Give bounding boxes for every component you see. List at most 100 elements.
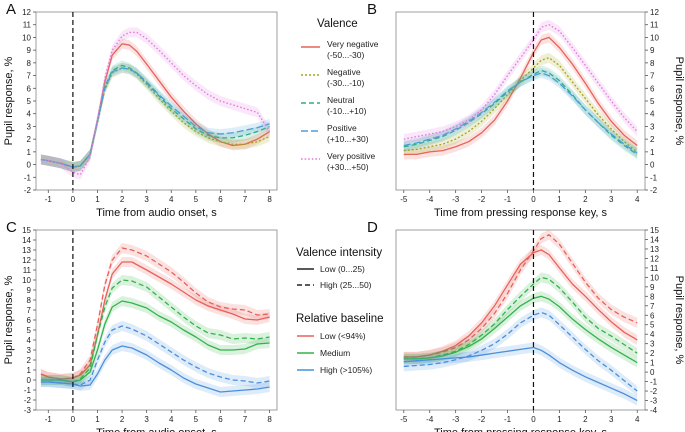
y-tick-label: -2	[24, 396, 32, 405]
legend-sublabel: (-10...+10)	[327, 106, 367, 116]
y-tick-label: 2	[27, 135, 32, 144]
y-tick-label: 8	[27, 296, 32, 305]
y-tick-label: 10	[650, 33, 659, 42]
x-tick-label: -1	[45, 195, 53, 204]
series-line	[403, 249, 638, 358]
series-line	[403, 234, 638, 358]
y-tick-label: 3	[650, 122, 655, 131]
y-tick-label: 12	[650, 254, 659, 263]
y-tick-label: 4	[27, 110, 32, 119]
y-tick-label: 11	[650, 264, 659, 273]
panel-b-chart: B-5 -4 -3 -2 -1 0 1 2 3 4-2-10123456789101112Time…	[367, 1, 685, 219]
y-tick-label: 5	[27, 326, 32, 335]
x-axis-label: Time from audio onset, s	[96, 427, 217, 432]
x-tick-label: 6	[218, 195, 223, 204]
y-axis-label: Pupil response, %	[3, 275, 15, 364]
series-line	[403, 276, 638, 360]
series-line	[40, 325, 270, 386]
y-axis-label: Pupil response, %	[3, 56, 15, 145]
y-tick-label: 1	[27, 148, 32, 157]
legend-label: High (25...50)	[320, 280, 372, 290]
y-tick-label: 0	[650, 368, 655, 377]
y-tick-label: 9	[27, 46, 32, 55]
series-line	[403, 36, 638, 156]
panel-d-chart: D-5 -4 -3 -2 -1 0 1 2 3 4-4-3-2-10123456789101112…	[367, 219, 685, 432]
series-ribbon	[40, 27, 270, 180]
x-tick-label: 8	[267, 195, 272, 204]
y-tick-label: 4	[650, 330, 655, 339]
x-tick-label: 4	[635, 195, 640, 204]
y-tick-label: 7	[650, 302, 655, 311]
x-tick-label: -2	[478, 415, 486, 424]
y-tick-label: -2	[650, 387, 658, 396]
y-tick-label: 1	[650, 148, 655, 157]
panel-letter: C	[6, 219, 17, 236]
x-tick-label: -1	[504, 415, 512, 424]
legend-title: Valence	[317, 18, 358, 30]
legend-label: Positive	[327, 123, 357, 133]
y-tick-label: 6	[27, 84, 32, 93]
x-tick-label: 3	[609, 195, 614, 204]
series-ribbon	[403, 307, 638, 397]
y-tick-label: 2	[650, 135, 655, 144]
y-tick-label: 15	[650, 226, 659, 235]
legend-sublabel: (+30...+50)	[327, 162, 369, 172]
y-tick-label: 9	[650, 283, 655, 292]
y-tick-label: -1	[650, 173, 658, 182]
x-tick-label: -5	[400, 195, 408, 204]
series-line	[403, 295, 638, 364]
x-tick-label: 2	[120, 195, 125, 204]
legend-sublabel: (-30...-10)	[327, 78, 364, 88]
series-line	[40, 64, 270, 168]
x-tick-label: -5	[400, 415, 408, 424]
legend-label: Negative	[327, 67, 361, 77]
series-ribbon	[403, 65, 638, 160]
legend-label: Low (<94%)	[320, 331, 366, 341]
x-tick-label: -1	[504, 195, 512, 204]
x-tick-label: -1	[45, 415, 53, 424]
series-ribbon	[40, 62, 270, 173]
x-tick-label: 0	[531, 195, 536, 204]
x-tick-label: 5	[194, 195, 199, 204]
x-tick-label: 0	[531, 415, 536, 424]
x-tick-label: 3	[144, 195, 149, 204]
y-tick-label: 3	[27, 122, 32, 131]
x-tick-label: 3	[144, 415, 149, 424]
y-tick-label: 2	[27, 356, 32, 365]
y-tick-label: 8	[27, 59, 32, 68]
series-line	[403, 311, 638, 392]
y-tick-label: -3	[650, 397, 658, 406]
y-axis-label: Pupil response, %	[673, 57, 685, 146]
y-tick-label: 7	[27, 72, 32, 81]
y-tick-label: 6	[650, 311, 655, 320]
y-tick-label: 5	[650, 97, 655, 106]
x-tick-label: 6	[218, 415, 223, 424]
y-tick-label: 14	[650, 235, 659, 244]
x-tick-label: 4	[169, 415, 174, 424]
y-tick-label: -4	[650, 406, 658, 415]
x-tick-label: 2	[120, 415, 125, 424]
series-line	[40, 279, 270, 383]
x-axis-label: Time from pressing response key, s	[434, 207, 608, 219]
legend-label: Medium	[320, 348, 350, 358]
x-tick-label: 0	[71, 415, 76, 424]
x-tick-label: 2	[583, 195, 588, 204]
legend-label: High (>105%)	[320, 365, 372, 375]
y-tick-label: 3	[650, 340, 655, 349]
y-tick-label: 13	[650, 245, 659, 254]
x-tick-label: 1	[557, 195, 562, 204]
y-tick-label: 3	[27, 346, 32, 355]
series-line	[403, 72, 638, 154]
y-tick-label: 10	[22, 33, 31, 42]
y-tick-label: 7	[650, 72, 655, 81]
x-tick-label: 3	[609, 415, 614, 424]
y-tick-label: 9	[650, 46, 655, 55]
series-line	[40, 67, 270, 168]
panel-letter: A	[6, 1, 16, 18]
y-tick-label: 11	[23, 21, 32, 30]
y-tick-label: 10	[22, 276, 31, 285]
legend-title: Valence intensity	[296, 247, 382, 259]
x-axis-label: Time from pressing response key, s	[434, 427, 608, 432]
x-tick-label: -4	[426, 195, 434, 204]
